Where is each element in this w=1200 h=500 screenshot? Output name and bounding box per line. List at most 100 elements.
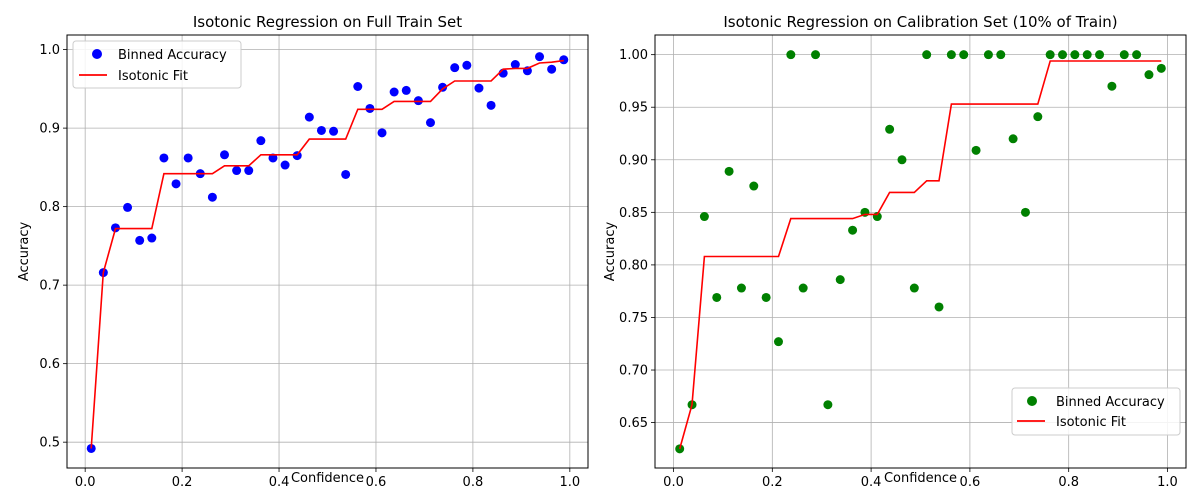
x-tick-label: 0.8 [1058, 475, 1079, 490]
chart-panel-calibration: 0.0 0.2 0.4 0.6 0.8 1.0 0.65 0.70 0.75 0.80 0.85 0… [603, 13, 1187, 490]
scatter-point [425, 118, 435, 128]
scatter-point [268, 153, 278, 163]
scatter-point [1008, 134, 1018, 144]
scatter-point [232, 166, 242, 176]
scatter-point [724, 166, 734, 176]
scatter-point [280, 160, 290, 170]
y-ticks: 0.5 0.6 0.7 0.8 0.9 1.0 [39, 43, 67, 451]
scatter-point [389, 87, 399, 97]
legend-box [72, 40, 242, 89]
scatter-point [885, 124, 895, 134]
scatter-point [1132, 50, 1142, 60]
scatter-point [699, 212, 709, 222]
scatter-point [510, 60, 520, 70]
x-ticks: 0.0 0.2 0.4 0.6 0.8 1.0 [75, 468, 580, 490]
scatter-point [365, 103, 375, 113]
scatter-point [547, 64, 557, 74]
y-tick-label: 0.6 [39, 357, 60, 372]
scatter-point [1045, 50, 1055, 60]
scatter-point [1144, 70, 1154, 80]
legend: Binned Accuracy Isotonic Fit [72, 40, 242, 89]
isotonic-fit-line [678, 60, 1162, 450]
y-tick-label: 0.7 [39, 279, 60, 294]
y-tick-label: 0.95 [619, 101, 648, 116]
scatter-point [749, 181, 759, 191]
scatter-point [159, 153, 169, 163]
x-tick-label: 0.6 [366, 475, 387, 490]
y-tick-label: 0.65 [619, 416, 648, 431]
x-tick-label: 0.2 [762, 475, 783, 490]
x-tick-label: 1.0 [1157, 475, 1178, 490]
chart-panel-full-train: 0.0 0.2 0.4 0.6 0.8 1.0 0.5 0.6 0.7 0.8 0.9 1.0 Is… [17, 13, 589, 490]
data-layer [86, 52, 569, 453]
legend-marker-binned-accuracy [92, 49, 102, 59]
plot-frame [654, 34, 1187, 469]
data-layer [675, 50, 1166, 454]
scatter-point [438, 82, 448, 92]
scatter-point [341, 169, 351, 179]
x-ticks: 0.0 0.2 0.4 0.6 0.8 1.0 [663, 468, 1178, 490]
scatter-point [835, 275, 845, 285]
x-tick-label: 0.2 [172, 475, 193, 490]
scatter-point [135, 235, 145, 245]
legend-label-binned-accuracy: Binned Accuracy [1056, 395, 1165, 410]
scatter-point [909, 283, 919, 293]
y-tick-label: 0.5 [39, 436, 60, 451]
scatter-point [946, 50, 956, 60]
scatter-point [848, 225, 858, 235]
y-tick-label: 0.80 [619, 258, 648, 273]
scatter-point [486, 100, 496, 110]
y-tick-label: 0.90 [619, 153, 648, 168]
y-tick-label: 0.70 [619, 364, 648, 379]
scatter-point [736, 283, 746, 293]
x-tick-label: 0.0 [75, 475, 96, 490]
y-tick-label: 0.75 [619, 311, 648, 326]
legend-label-isotonic-fit: Isotonic Fit [118, 69, 188, 84]
x-tick-label: 0.4 [269, 475, 290, 490]
y-tick-label: 0.85 [619, 206, 648, 221]
scatter-point [256, 136, 266, 146]
scatter-point [823, 400, 833, 410]
scatter-point [147, 233, 157, 243]
x-tick-label: 0.4 [861, 475, 882, 490]
scatter-point [773, 337, 783, 347]
x-axis-label: Confidence [291, 471, 364, 486]
scatter-point [316, 125, 326, 135]
x-tick-label: 0.0 [663, 475, 684, 490]
x-tick-label: 0.6 [960, 475, 981, 490]
chart-title: Isotonic Regression on Full Train Set [193, 13, 462, 31]
grid-lines [67, 35, 588, 468]
scatter-point [1020, 207, 1030, 217]
scatter-point [474, 83, 484, 93]
y-axis-label: Accuracy [603, 222, 618, 282]
scatter-point [897, 155, 907, 165]
scatter-point [1070, 50, 1080, 60]
scatter-point [761, 292, 771, 302]
scatter-point [220, 150, 230, 160]
scatter-point [377, 128, 387, 138]
legend-box [1011, 387, 1181, 436]
y-tick-label: 0.9 [39, 122, 60, 137]
legend-marker-binned-accuracy [1027, 396, 1037, 406]
x-tick-label: 1.0 [559, 475, 580, 490]
y-tick-label: 1.0 [39, 43, 60, 58]
scatter-point [922, 50, 932, 60]
scatter-point [959, 50, 969, 60]
scatter-point [353, 82, 363, 92]
y-axis-label: Accuracy [17, 222, 32, 282]
legend-label-isotonic-fit: Isotonic Fit [1056, 415, 1126, 430]
scatter-point [1033, 112, 1043, 122]
scatter-point [983, 50, 993, 60]
isotonic-fit-line [90, 59, 564, 449]
y-ticks: 0.65 0.70 0.75 0.80 0.85 0.90 0.95 1.00 [619, 48, 655, 431]
x-tick-label: 0.8 [463, 475, 484, 490]
scatter-point [535, 52, 545, 62]
scatter-point [1119, 50, 1129, 60]
scatter-point [712, 292, 722, 302]
legend-label-binned-accuracy: Binned Accuracy [118, 48, 227, 63]
scatter-point [811, 50, 821, 60]
scatter-point [1058, 50, 1068, 60]
scatter-point [123, 202, 133, 212]
chart-title: Isotonic Regression on Calibration Set (… [723, 13, 1117, 31]
x-axis-label: Confidence [884, 471, 957, 486]
